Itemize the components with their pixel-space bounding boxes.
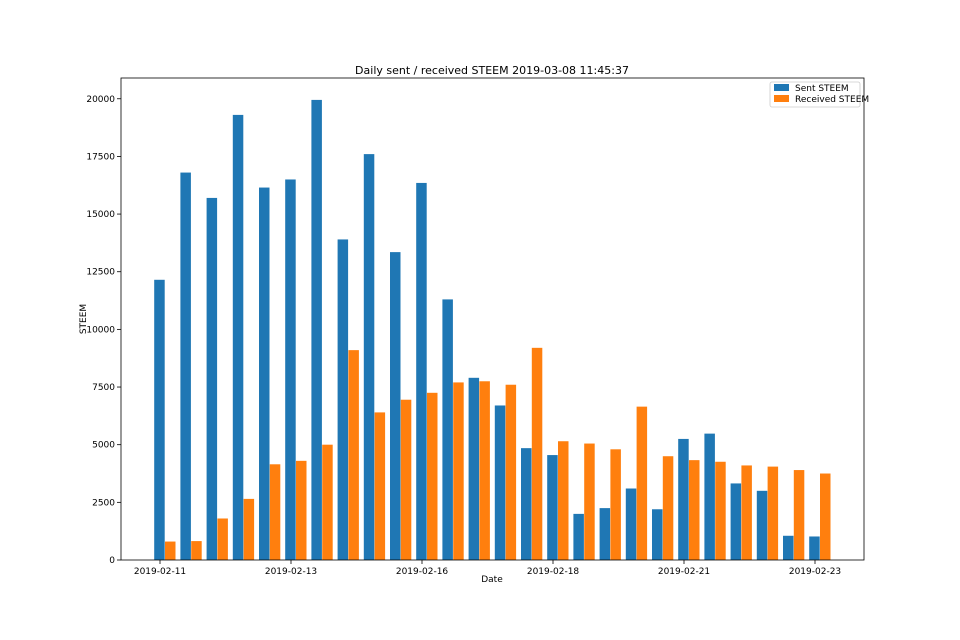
bar-sent-1 <box>180 172 191 560</box>
bar-sent-4 <box>259 187 270 561</box>
bar-received-20 <box>689 460 700 560</box>
legend-swatch-sent <box>774 84 789 91</box>
bar-sent-17 <box>599 508 611 560</box>
plot-frame <box>120 77 865 561</box>
y-tick-label-7: 17500 <box>86 152 115 162</box>
y-tick-label-4: 10000 <box>86 325 115 335</box>
bar-sent-14 <box>521 448 532 560</box>
bar-sent-13 <box>494 405 506 560</box>
bar-received-3 <box>243 498 255 560</box>
bar-sent-7 <box>337 239 349 560</box>
bar-received-5 <box>296 460 307 560</box>
x-tick-label-2: 2019-02-16 <box>396 567 449 577</box>
bar-sent-9 <box>390 252 401 560</box>
y-axis-label: STEEM <box>79 304 89 334</box>
bar-received-9 <box>400 399 412 560</box>
legend-box <box>769 81 861 108</box>
bar-sent-6 <box>311 99 322 560</box>
legend-label-received: Received STEEM <box>795 95 869 105</box>
bar-sent-8 <box>363 154 375 561</box>
x-tick-label-3: 2019-02-18 <box>527 567 580 577</box>
chart-title: Daily sent / received STEEM 2019-03-08 1… <box>355 64 629 77</box>
bar-sent-5 <box>285 179 296 560</box>
x-tick-label-5: 2019-02-23 <box>789 567 841 577</box>
bar-received-10 <box>427 392 438 560</box>
bar-received-13 <box>505 384 517 560</box>
bar-received-7 <box>348 350 359 560</box>
bar-received-6 <box>322 444 333 560</box>
bar-received-12 <box>479 381 490 560</box>
bar-sent-18 <box>625 488 637 560</box>
bar-sent-25 <box>809 536 820 560</box>
x-axis-label: Date <box>481 575 503 585</box>
x-tick-label-1: 2019-02-13 <box>265 567 317 577</box>
bar-sent-12 <box>468 377 480 560</box>
bar-received-25 <box>820 473 831 560</box>
y-tick-label-6: 15000 <box>86 210 115 220</box>
bar-sent-16 <box>573 513 584 560</box>
bar-sent-3 <box>232 114 244 561</box>
bar-received-17 <box>610 449 621 560</box>
bar-sent-21 <box>704 433 715 560</box>
bar-received-2 <box>217 518 228 560</box>
y-axis: 0 2500 5000 7500 10000 12500 15000 17500 20000 <box>86 95 121 566</box>
y-tick-label-2: 5000 <box>92 441 115 451</box>
bar-sent-0 <box>154 279 165 560</box>
bar-sent-24 <box>783 535 794 560</box>
bar-received-14 <box>531 347 543 560</box>
x-tick-label-4: 2019-02-21 <box>658 567 710 577</box>
bar-sent-20 <box>678 438 689 560</box>
legend-swatch-received <box>774 95 789 102</box>
bar-received-0 <box>165 541 176 560</box>
x-axis: 2019-02-11 2019-02-13 2019-02-16 2019-02-18… <box>134 560 841 577</box>
bar-sent-10 <box>416 182 427 560</box>
bar-sent-19 <box>652 509 663 560</box>
y-tick-label-0: 0 <box>109 556 115 566</box>
bar-received-11 <box>453 382 464 560</box>
bar-received-15 <box>558 441 569 560</box>
bar-sent-2 <box>206 197 218 561</box>
legend-label-sent: Sent STEEM <box>795 84 849 94</box>
bar-received-16 <box>584 443 595 560</box>
bar-received-1 <box>191 541 202 560</box>
bar-sent-11 <box>442 299 453 560</box>
bar-received-21 <box>715 461 726 560</box>
bar-received-8 <box>374 412 386 560</box>
bar-sent-15 <box>547 455 558 560</box>
bars-group <box>154 99 831 561</box>
bar-received-4 <box>269 464 281 560</box>
bar-sent-22 <box>730 483 742 560</box>
bar-sent-23 <box>756 490 768 560</box>
legend: Sent STEEM Received STEEM <box>769 81 869 108</box>
y-tick-label-3: 7500 <box>92 383 115 393</box>
bar-received-22 <box>741 465 752 560</box>
bar-received-23 <box>767 466 779 560</box>
y-tick-label-5: 12500 <box>86 268 115 278</box>
bar-received-19 <box>662 456 674 560</box>
x-tick-label-0: 2019-02-11 <box>134 567 186 577</box>
bar-received-18 <box>636 406 648 560</box>
y-tick-label-8: 20000 <box>86 95 115 105</box>
y-tick-label-1: 2500 <box>92 498 115 508</box>
bar-received-24 <box>793 470 805 560</box>
